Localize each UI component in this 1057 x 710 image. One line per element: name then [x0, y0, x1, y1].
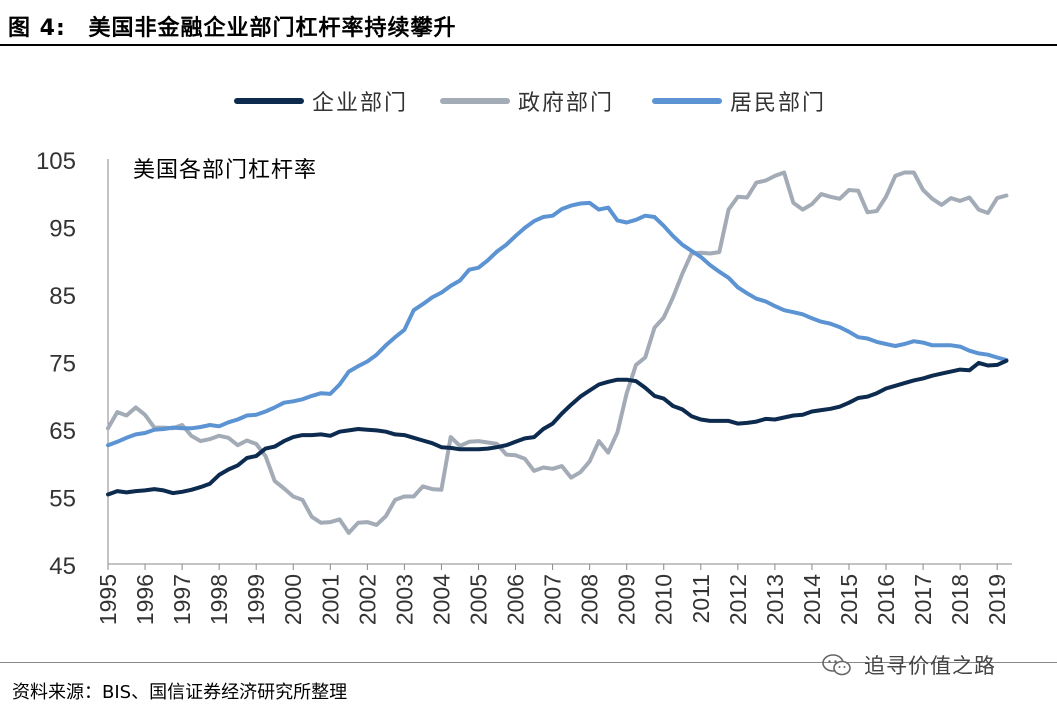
legend-swatch-household [652, 98, 722, 104]
legend-swatch-enterprise [234, 98, 304, 104]
x-tick-label: 2012 [725, 574, 751, 625]
x-tick-label: 1995 [95, 574, 121, 625]
watermark: 追寻价值之路 [822, 650, 996, 680]
x-tick-label: 1998 [206, 574, 232, 625]
y-tick-label: 85 [49, 283, 76, 310]
x-tick-label: 2015 [836, 574, 862, 625]
series-line-government [106, 170, 1009, 535]
y-tick-label: 65 [49, 418, 76, 445]
x-tick-label: 2005 [465, 574, 491, 625]
figure-title-text: 美国非金融企业部门杠杆率持续攀升 [88, 16, 457, 41]
x-tick-label: 1999 [243, 574, 269, 625]
legend-label-government: 政府部门 [518, 91, 615, 116]
x-tick-label: 1997 [169, 574, 195, 625]
legend-item-household: 居民部门 [652, 84, 826, 118]
x-tick-label: 2001 [317, 574, 343, 625]
x-tick-label: 2016 [873, 574, 899, 625]
x-tick-label: 2019 [984, 574, 1010, 625]
source-note: 资料来源：BIS、国信证券经济研究所整理 [12, 682, 348, 703]
footer-rule [0, 662, 1057, 663]
x-tick-label: 2004 [428, 574, 454, 625]
watermark-text: 追寻价值之路 [864, 654, 996, 678]
legend-swatch-government [440, 98, 510, 104]
legend: 企业部门 政府部门 居民部门 [0, 84, 1057, 118]
legend-item-government: 政府部门 [440, 84, 614, 118]
legend-label-enterprise: 企业部门 [312, 91, 409, 116]
wechat-icon [822, 654, 851, 676]
y-tick-label: 95 [49, 216, 76, 243]
x-tick-label: 2006 [503, 574, 529, 625]
x-tick-label: 2011 [688, 574, 714, 623]
legend-item-enterprise: 企业部门 [234, 84, 408, 118]
x-tick-label: 1996 [132, 574, 158, 625]
figure-header: 图 4: 美国非金融企业部门杠杆率持续攀升 [0, 0, 1057, 44]
x-tick-label: 2009 [614, 574, 640, 625]
line-chart: 45 55 65 75 85 95 105 1995 1996 1997 1998 1999 2000 2… [36, 148, 1012, 625]
y-tick-label: 55 [49, 486, 76, 513]
x-tick-label: 2017 [910, 574, 936, 625]
x-tick-label: 2013 [762, 574, 788, 625]
series-line-enterprise [106, 358, 1009, 497]
x-tick-label: 2002 [354, 574, 380, 625]
y-tick-label: 45 [49, 553, 76, 580]
chart-annotation: 美国各部门杠杆率 [133, 158, 317, 183]
x-tick-label: 2018 [947, 574, 973, 625]
series-line-household [106, 200, 1009, 448]
x-tick-label: 2014 [799, 574, 825, 625]
y-tick-label: 75 [49, 351, 76, 378]
x-tick-label: 2010 [651, 574, 677, 625]
chart-axes: 45 55 65 75 85 95 105 1995 1996 1997 1998 1999 2000 2… [36, 148, 1012, 625]
x-tick-label: 2003 [391, 574, 417, 625]
y-tick-label: 105 [36, 148, 76, 175]
figure-title: 图 4: 美国非金融企业部门杠杆率持续攀升 [8, 10, 456, 42]
x-tick-label: 2008 [577, 574, 603, 625]
legend-label-household: 居民部门 [730, 91, 827, 116]
header-rule [0, 44, 1057, 46]
chart-series [106, 170, 1009, 535]
figure-label: 图 4: [8, 16, 66, 41]
x-tick-label: 2007 [540, 574, 566, 625]
x-tick-label: 2000 [280, 574, 306, 625]
